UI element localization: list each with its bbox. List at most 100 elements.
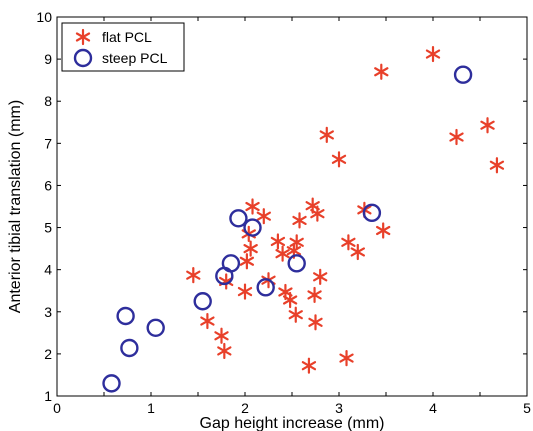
- x-axis-title: Gap height increase (mm): [200, 415, 385, 431]
- legend-label-steep-pcl: steep PCL: [102, 50, 168, 66]
- asterisk-stroke: [301, 361, 317, 371]
- point-flat-pcl: [449, 128, 464, 146]
- point-flat-pcl: [341, 234, 356, 251]
- point-flat-pcl: [301, 357, 317, 374]
- axis-ticks: [56, 16, 528, 397]
- asterisk-stroke: [270, 236, 286, 247]
- asterisk-stroke: [200, 316, 215, 326]
- legend-entry-steep-pcl: steep PCL: [73, 48, 168, 68]
- point-flat-pcl: [331, 151, 347, 168]
- x-tick-label: 1: [147, 400, 155, 416]
- point-steep-pcl: [193, 292, 212, 311]
- asterisk-stroke: [313, 272, 328, 282]
- point-flat-pcl: [308, 314, 323, 331]
- asterisk-stroke: [292, 215, 307, 225]
- asterisk-stroke: [310, 209, 325, 219]
- y-tick-label: 6: [44, 177, 52, 193]
- point-flat-pcl: [489, 157, 505, 174]
- circle-ring: [256, 278, 275, 297]
- x-tick-label: 4: [429, 400, 437, 416]
- point-flat-pcl: [282, 291, 298, 309]
- asterisk-stroke: [305, 201, 320, 211]
- point-steep-pcl: [221, 254, 241, 273]
- y-tick-label: 10: [36, 9, 52, 25]
- asterisk-stroke: [245, 201, 260, 212]
- point-flat-pcl: [243, 240, 258, 257]
- point-steep-pcl: [453, 65, 473, 84]
- asterisk-stroke: [425, 49, 441, 59]
- circle-ring: [453, 65, 473, 84]
- point-flat-pcl: [319, 126, 334, 144]
- point-steep-pcl: [146, 318, 165, 337]
- data-points: [102, 45, 505, 393]
- asterisk-stroke: [256, 211, 271, 221]
- asterisk-stroke: [449, 132, 464, 142]
- circle-ring: [120, 338, 139, 358]
- asterisk-stroke: [307, 290, 322, 300]
- point-flat-pcl: [376, 222, 391, 239]
- asterisk-stroke: [243, 244, 258, 254]
- point-flat-pcl: [425, 45, 441, 63]
- circle-ring: [73, 48, 93, 68]
- point-steep-pcl: [243, 218, 262, 237]
- y-tick-label: 8: [44, 93, 52, 109]
- x-tick-label: 2: [241, 400, 249, 416]
- circle-ring: [193, 292, 212, 311]
- y-tick-label: 9: [44, 51, 52, 67]
- legend-entry-flat-pcl: flat PCL: [75, 28, 152, 46]
- circle-ring: [116, 306, 135, 326]
- circle-ring: [229, 209, 248, 228]
- point-flat-pcl: [245, 198, 260, 215]
- point-flat-pcl: [313, 268, 328, 285]
- asterisk-stroke: [286, 246, 302, 256]
- y-axis-title: Anterior tibial translation (mm): [7, 100, 24, 313]
- asterisk-stroke: [350, 247, 365, 257]
- point-flat-pcl: [217, 342, 232, 360]
- point-steep-pcl: [102, 374, 121, 393]
- circle-ring: [221, 254, 241, 273]
- asterisk-stroke: [331, 154, 347, 164]
- circle-ring: [146, 318, 165, 337]
- y-tick-label: 2: [44, 346, 52, 362]
- point-flat-pcl: [186, 267, 201, 284]
- point-steep-pcl: [362, 203, 382, 223]
- legend-asterisk-marker: [75, 28, 91, 46]
- circle-ring: [287, 254, 306, 273]
- point-flat-pcl: [292, 212, 307, 229]
- point-flat-pcl: [237, 283, 253, 300]
- point-flat-pcl: [214, 327, 229, 344]
- point-flat-pcl: [307, 286, 322, 304]
- asterisk-stroke: [308, 317, 323, 327]
- asterisk-stroke: [278, 287, 293, 297]
- asterisk-stroke: [289, 237, 304, 247]
- x-tick-label: 3: [335, 400, 343, 416]
- y-tick-label: 4: [44, 262, 52, 278]
- point-steep-pcl: [116, 306, 135, 326]
- point-steep-pcl: [229, 209, 248, 228]
- point-steep-pcl: [120, 338, 139, 358]
- point-flat-pcl: [374, 63, 389, 80]
- asterisk-stroke: [237, 286, 253, 297]
- x-tick-label: 5: [523, 400, 531, 416]
- asterisk-stroke: [489, 160, 505, 170]
- asterisk-stroke: [217, 346, 232, 356]
- y-tick-label: 7: [44, 135, 52, 151]
- x-tick-label: 0: [53, 400, 61, 416]
- asterisk-stroke: [376, 225, 391, 236]
- point-flat-pcl: [289, 234, 304, 251]
- point-flat-pcl: [339, 350, 354, 367]
- asterisk-stroke: [75, 32, 91, 42]
- y-tick-label: 1: [44, 388, 52, 404]
- asterisk-stroke: [341, 237, 356, 247]
- point-steep-pcl: [287, 254, 306, 273]
- point-flat-pcl: [350, 243, 365, 261]
- asterisk-stroke: [319, 130, 334, 140]
- point-flat-pcl: [200, 312, 215, 330]
- circle-ring: [243, 218, 262, 237]
- point-flat-pcl: [275, 245, 290, 262]
- asterisk-stroke: [186, 270, 201, 280]
- asterisk-stroke: [275, 249, 290, 259]
- circle-ring: [102, 374, 121, 393]
- circle-ring: [362, 203, 382, 223]
